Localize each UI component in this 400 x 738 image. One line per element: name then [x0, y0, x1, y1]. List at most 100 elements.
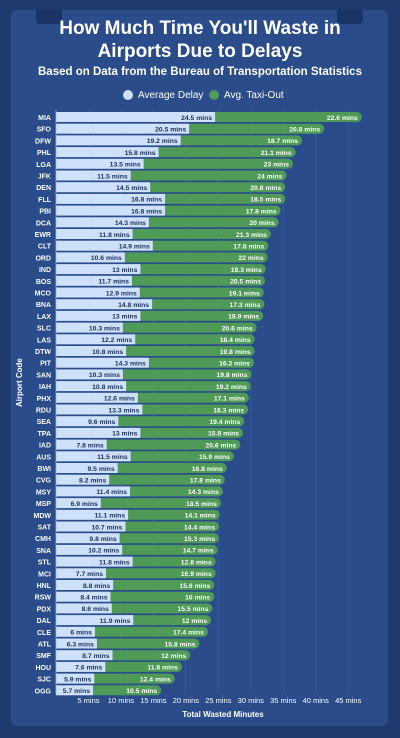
bar-taxi-out	[118, 369, 252, 380]
data-label-average-delay: 14.9 mins	[119, 244, 150, 251]
y-tick-label: SMF	[36, 653, 52, 660]
data-label-taxi-out: 16.3 mins	[213, 407, 244, 414]
bar-average-delay	[56, 451, 131, 462]
data-label-average-delay: 11.7 mins	[98, 279, 129, 286]
bar-average-delay	[56, 170, 131, 181]
bar-taxi-out	[118, 322, 257, 333]
data-label-average-delay: 14.3 mins	[115, 361, 146, 368]
bar-taxi-out	[113, 463, 227, 473]
data-label-taxi-out: 17.1 mins	[214, 396, 245, 403]
y-tick-label: PDX	[37, 606, 52, 613]
y-tick-label: MSP	[36, 501, 52, 508]
bar-average-delay	[56, 147, 159, 158]
data-label-average-delay: 8.6 mins	[82, 606, 109, 613]
bar-taxi-out	[108, 650, 191, 661]
data-label-taxi-out: 17.3 mins	[229, 302, 260, 309]
data-label-average-delay: 11.4 mins	[96, 489, 127, 496]
bar-average-delay	[56, 427, 141, 438]
data-label-taxi-out: 17.8 mins	[233, 244, 264, 251]
data-label-taxi-out: 15.8 mins	[208, 431, 239, 438]
legend-item-taxi-out: Avg. Taxi-Out	[209, 88, 284, 102]
chart-title-line-1: How Much Time You'll Waste in	[59, 18, 341, 39]
y-tick-label: IAD	[39, 443, 51, 450]
y-tick-label: BNA	[36, 302, 51, 309]
bar-taxi-out	[127, 275, 266, 286]
data-label-average-delay: 14.3 mins	[115, 220, 146, 227]
data-label-average-delay: 10.7 mins	[91, 524, 122, 531]
data-label-taxi-out: 15.8 mins	[165, 641, 196, 648]
bar-taxi-out	[131, 334, 255, 345]
data-label-taxi-out: 12.8 mins	[181, 559, 212, 566]
bar-taxi-out	[90, 626, 208, 637]
legend-swatch-average-delay	[123, 90, 133, 100]
data-label-average-delay: 5.7 mins	[63, 688, 90, 695]
bar-average-delay	[56, 334, 136, 345]
data-label-taxi-out: 19.8 mins	[216, 372, 247, 379]
y-tick-label: TPA	[38, 431, 51, 438]
bar-average-delay	[56, 392, 138, 403]
panel-tab	[36, 10, 62, 24]
bar-average-delay	[56, 369, 123, 380]
y-tick-label: EWR	[35, 232, 51, 239]
y-tick-label: PBI	[39, 209, 51, 216]
data-label-average-delay: 11.5 mins	[97, 173, 128, 180]
data-label-average-delay: 7.6 mins	[75, 665, 102, 672]
data-label-taxi-out: 15.3 mins	[184, 536, 215, 543]
data-label-taxi-out: 15.5 mins	[178, 606, 209, 613]
data-label-taxi-out: 16.8 mins	[192, 466, 223, 473]
data-label-average-delay: 16.8 mins	[131, 197, 162, 204]
data-label-taxi-out: 15.6 mins	[179, 583, 210, 590]
data-label-average-delay: 11.5 mins	[97, 454, 128, 461]
bar-average-delay	[56, 463, 118, 473]
bar-taxi-out	[101, 661, 182, 672]
x-tick-label: 25 mins	[205, 696, 232, 705]
y-tick-label: PIT	[40, 361, 52, 368]
data-label-average-delay: 11.8 mins	[99, 232, 130, 239]
data-label-taxi-out: 19.4 mins	[209, 419, 240, 426]
bar-average-delay	[56, 205, 166, 216]
bar-taxi-out	[107, 603, 213, 614]
bar-taxi-out	[90, 673, 175, 684]
y-axis-label: Airport Code	[15, 358, 24, 407]
data-label-average-delay: 8.8 mins	[83, 583, 110, 590]
bar-average-delay	[56, 299, 153, 310]
bar-average-delay	[56, 498, 101, 509]
data-label-taxi-out: 17.8 mins	[190, 478, 221, 485]
data-label-average-delay: 11.8 mins	[99, 559, 130, 566]
bar-average-delay	[56, 229, 133, 239]
data-label-taxi-out: 18.7 mins	[267, 138, 298, 145]
chart-subtitle: Based on Data from the Bureau of Transpo…	[38, 66, 362, 78]
bar-taxi-out	[128, 556, 216, 567]
y-tick-label: LAX	[37, 314, 51, 321]
bar-taxi-out	[124, 509, 220, 520]
bar-average-delay	[56, 182, 151, 193]
data-label-average-delay: 19.2 mins	[147, 138, 178, 145]
data-label-average-delay: 13 mins	[112, 267, 138, 274]
bar-average-delay	[56, 357, 149, 368]
data-label-average-delay: 9.8 mins	[89, 536, 116, 543]
data-label-average-delay: 13.3 mins	[108, 407, 139, 414]
bar-taxi-out	[126, 451, 234, 462]
bar-average-delay	[56, 521, 126, 532]
data-label-average-delay: 6.9 mins	[71, 501, 98, 508]
bar-taxi-out	[146, 182, 286, 193]
y-tick-label: BOS	[36, 279, 52, 286]
data-label-average-delay: 6.3 mins	[67, 641, 94, 648]
x-tick-label: 5 mins	[77, 696, 99, 705]
data-label-taxi-out: 20.6 mins	[222, 325, 253, 332]
bar-taxi-out	[128, 229, 271, 239]
bar-average-delay	[56, 193, 166, 204]
data-label-taxi-out: 20.8 mins	[289, 127, 320, 134]
bar-average-delay	[56, 240, 153, 251]
data-label-taxi-out: 19.2 mins	[216, 384, 247, 391]
bar-taxi-out	[122, 346, 255, 356]
x-tick-label: 20 mins	[173, 696, 200, 705]
bar-average-delay	[56, 322, 123, 333]
bar-taxi-out	[133, 392, 249, 403]
x-tick-label: 45 mins	[335, 696, 362, 705]
data-label-taxi-out: 21.3 mins	[236, 232, 267, 239]
bar-average-delay	[56, 591, 111, 602]
legend-label-taxi-out: Avg. Taxi-Out	[224, 89, 284, 101]
bar-average-delay	[56, 556, 133, 567]
data-label-average-delay: 10.3 mins	[89, 325, 120, 332]
